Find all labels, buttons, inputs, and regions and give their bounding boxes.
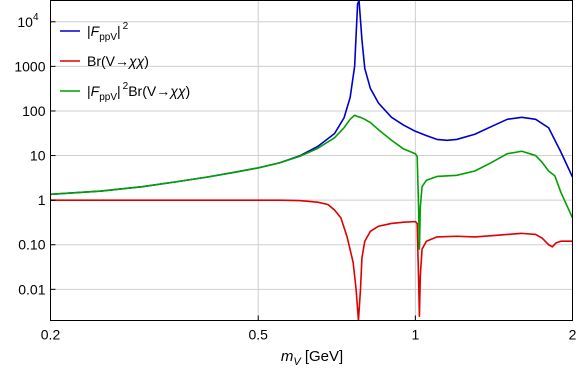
plot-frame — [50, 0, 573, 321]
x-axis-unit: [GeV] — [301, 348, 344, 365]
x-tick-label: 0.5 — [248, 327, 268, 343]
y-tick-label: 0.01 — [18, 281, 45, 297]
x-axis-title: mV [GeV] — [281, 348, 343, 368]
series-line-2 — [50, 114, 573, 250]
x-axis-var: m — [281, 348, 294, 365]
y-tick-label: 10 — [30, 148, 46, 164]
y-tick-label: 100 — [22, 103, 46, 119]
x-tick-label: 0.2 — [41, 327, 61, 343]
y-tick-label: 104 — [17, 12, 39, 30]
x-tick-label: 1 — [411, 327, 419, 343]
y-tick-label: 1000 — [14, 58, 45, 74]
x-axis-sub: V — [293, 356, 302, 368]
y-tick-label: 0.10 — [18, 237, 45, 253]
series-layer — [50, 0, 573, 321]
legend-label-1: Br(V→χχ) — [87, 53, 149, 69]
y-tick-label: 1 — [38, 192, 46, 208]
legend-label-2: |FppV| 2Br(V→χχ) — [87, 81, 190, 103]
legend-label-0: |FppV| 2 — [87, 21, 129, 43]
tick-layer: 0.2 0.5 1 2 104 1000 100 10 1 0.10 0.01 — [14, 12, 576, 343]
series-line-1 — [50, 199, 573, 321]
legend: |FppV| 2 Br(V→χχ) |FppV| 2Br(V→χχ) — [60, 21, 190, 103]
grid-layer — [50, 0, 573, 321]
x-tick-label: 2 — [569, 327, 577, 343]
